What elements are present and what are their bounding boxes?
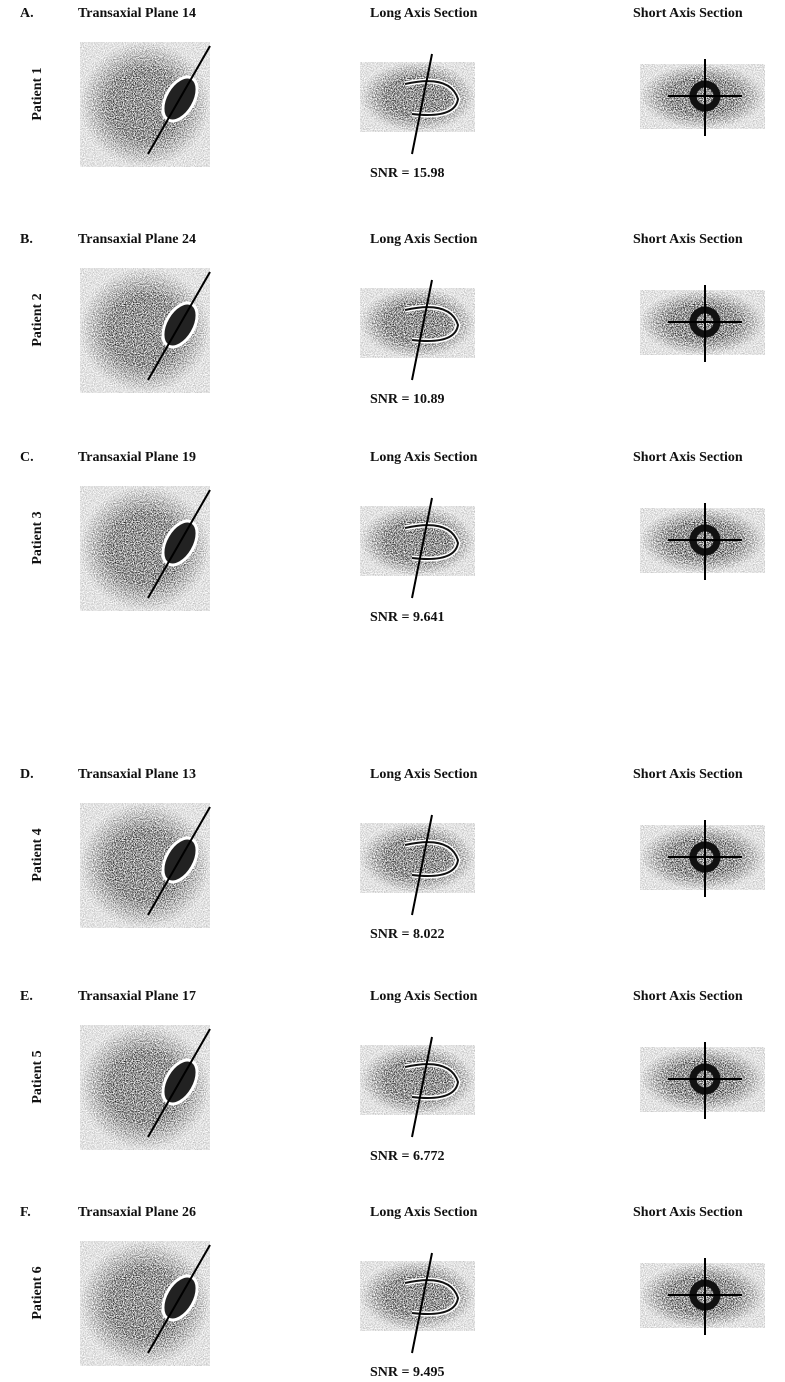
patient-label: Patient 2: [30, 293, 45, 346]
long-axis-title: Long Axis Section: [370, 1205, 478, 1220]
panel: F. Transaxial Plane 26 Long Axis Section Sh…: [20, 1205, 765, 1380]
short-axis-title: Short Axis Section: [633, 232, 743, 247]
patient-label: Patient 4: [30, 828, 45, 881]
short-axis-title: Short Axis Section: [633, 6, 743, 21]
transaxial-title: Transaxial Plane 26: [78, 1205, 196, 1220]
panel: C. Transaxial Plane 19 Long Axis Section Sh…: [20, 450, 765, 625]
long-axis-title: Long Axis Section: [370, 232, 478, 247]
panel-letter: A.: [20, 6, 34, 21]
panel: E. Transaxial Plane 17 Long Axis Section Sh…: [20, 989, 765, 1164]
patient-label: Patient 3: [30, 511, 45, 564]
panel-letter: B.: [20, 232, 33, 247]
snr-label: SNR = 8.022: [370, 927, 444, 942]
figure: A. Transaxial Plane 14 Long Axis Section Sh…: [0, 0, 785, 1382]
transaxial-title: Transaxial Plane 24: [78, 232, 196, 247]
transaxial-title: Transaxial Plane 14: [78, 6, 196, 21]
short-axis-title: Short Axis Section: [633, 450, 743, 465]
snr-label: SNR = 9.641: [370, 610, 444, 625]
panel-letter: E.: [20, 989, 33, 1004]
long-axis-title: Long Axis Section: [370, 989, 478, 1004]
short-axis-title: Short Axis Section: [633, 1205, 743, 1220]
patient-label: Patient 6: [30, 1266, 45, 1319]
snr-label: SNR = 15.98: [370, 166, 444, 181]
panel: D. Transaxial Plane 13 Long Axis Section Sh…: [20, 767, 765, 942]
panel-letter: C.: [20, 450, 34, 465]
transaxial-title: Transaxial Plane 19: [78, 450, 196, 465]
transaxial-title: Transaxial Plane 13: [78, 767, 196, 782]
snr-label: SNR = 10.89: [370, 392, 444, 407]
panel-letter: D.: [20, 767, 34, 782]
snr-label: SNR = 9.495: [370, 1365, 444, 1380]
transaxial-title: Transaxial Plane 17: [78, 989, 196, 1004]
patient-label: Patient 1: [30, 67, 45, 120]
short-axis-title: Short Axis Section: [633, 767, 743, 782]
panel-letter: F.: [20, 1205, 31, 1220]
snr-label: SNR = 6.772: [370, 1149, 444, 1164]
short-axis-title: Short Axis Section: [633, 989, 743, 1004]
long-axis-title: Long Axis Section: [370, 767, 478, 782]
long-axis-title: Long Axis Section: [370, 450, 478, 465]
panel: A. Transaxial Plane 14 Long Axis Section Sh…: [20, 6, 765, 181]
patient-label: Patient 5: [30, 1050, 45, 1103]
panel: B. Transaxial Plane 24 Long Axis Section Sh…: [20, 232, 765, 407]
long-axis-title: Long Axis Section: [370, 6, 478, 21]
